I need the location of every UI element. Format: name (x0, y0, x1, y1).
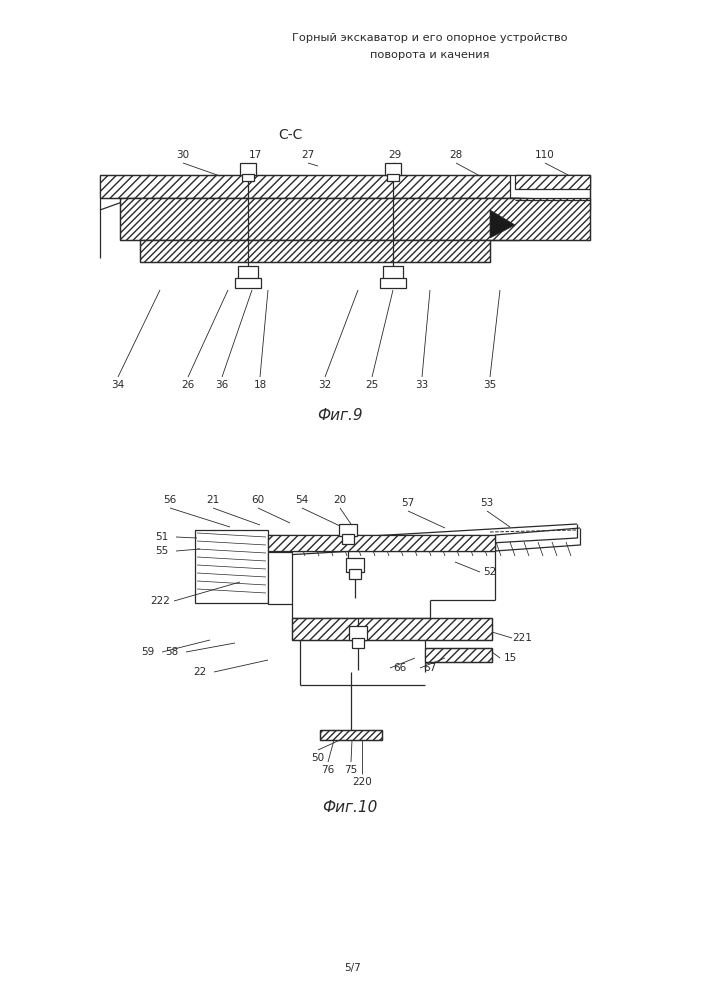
Bar (383, 266, 403, 280)
Text: поворота и качения: поворота и качения (370, 50, 490, 60)
Text: 55: 55 (156, 546, 169, 556)
Bar (140, 240, 490, 262)
Text: 56: 56 (163, 495, 177, 505)
Bar (292, 618, 492, 640)
Text: 29: 29 (388, 150, 402, 160)
Bar (342, 534, 354, 544)
Text: 36: 36 (216, 380, 228, 390)
Bar (339, 524, 357, 536)
Text: 57: 57 (402, 498, 414, 508)
Text: 51: 51 (156, 532, 169, 542)
Text: 33: 33 (416, 380, 428, 390)
Text: 28: 28 (450, 150, 462, 160)
Text: 54: 54 (296, 495, 309, 505)
Text: 20: 20 (334, 495, 346, 505)
Bar (240, 163, 256, 175)
Text: 76: 76 (322, 765, 334, 775)
Text: 32: 32 (318, 380, 332, 390)
Text: 17: 17 (248, 150, 262, 160)
Bar (349, 569, 361, 579)
Bar (235, 278, 261, 288)
Text: 30: 30 (177, 150, 189, 160)
Text: 52: 52 (484, 567, 496, 577)
Text: 67: 67 (423, 663, 437, 673)
Text: 27: 27 (301, 150, 315, 160)
Text: 110: 110 (535, 150, 555, 160)
Bar (242, 174, 254, 181)
Text: 21: 21 (206, 495, 220, 505)
Bar (385, 163, 401, 175)
Text: 15: 15 (503, 653, 517, 663)
Bar (515, 175, 590, 189)
Text: 26: 26 (182, 380, 194, 390)
Text: 50: 50 (312, 753, 325, 763)
Text: Фиг.10: Фиг.10 (322, 800, 378, 816)
Bar (425, 648, 492, 662)
Text: 75: 75 (344, 765, 358, 775)
Bar (120, 198, 590, 240)
Text: 25: 25 (366, 380, 379, 390)
Bar (320, 730, 382, 740)
Polygon shape (490, 210, 515, 238)
Text: 59: 59 (141, 647, 155, 657)
Text: 221: 221 (512, 633, 532, 643)
Text: 35: 35 (484, 380, 496, 390)
Text: Горный экскаватор и его опорное устройство: Горный экскаватор и его опорное устройст… (292, 33, 568, 43)
Bar (352, 638, 364, 648)
Text: Фиг.9: Фиг.9 (317, 408, 363, 422)
Bar (387, 174, 399, 181)
Text: 18: 18 (253, 380, 267, 390)
Text: 53: 53 (480, 498, 493, 508)
Text: 34: 34 (112, 380, 124, 390)
Text: 5/7: 5/7 (344, 963, 361, 973)
Bar (268, 552, 292, 604)
Text: 220: 220 (352, 777, 372, 787)
Text: 222: 222 (150, 596, 170, 606)
Bar (238, 266, 258, 280)
Bar (268, 535, 495, 551)
Text: 58: 58 (165, 647, 179, 657)
Bar (346, 558, 364, 572)
Text: 22: 22 (194, 667, 206, 677)
Bar (195, 530, 268, 603)
Text: 66: 66 (393, 663, 407, 673)
Bar (380, 278, 406, 288)
Text: С-С: С-С (278, 128, 302, 142)
Bar (349, 626, 367, 640)
Bar (100, 175, 510, 198)
Text: 60: 60 (252, 495, 264, 505)
